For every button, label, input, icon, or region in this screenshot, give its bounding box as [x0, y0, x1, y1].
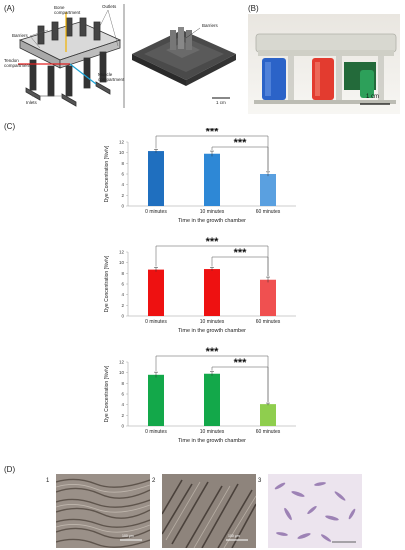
- panel-label-b: (B): [248, 4, 259, 13]
- bar: [204, 153, 220, 206]
- scale-label-d2: 100 μm: [228, 534, 240, 538]
- y-tick-label: 6: [121, 282, 124, 287]
- x-tick-label: 0 minutes: [145, 319, 167, 325]
- x-tick-label: 60 minutes: [256, 209, 281, 215]
- bar: [148, 374, 164, 426]
- y-tick-label: 2: [121, 193, 124, 198]
- y-tick-label: 10: [119, 260, 125, 265]
- callout-tendon: Tendon compartment: [4, 58, 31, 68]
- scale-label-a: 1 cm: [216, 100, 226, 105]
- scale-label-d1: 100 μm: [122, 534, 134, 538]
- y-tick-label: 12: [119, 140, 125, 145]
- y-tick-label: 8: [121, 161, 124, 166]
- y-tick-label: 6: [121, 172, 124, 177]
- scale-label-b: 1 cm: [366, 94, 380, 100]
- x-tick-label: 60 minutes: [256, 319, 281, 325]
- bar: [260, 279, 276, 316]
- x-tick-label: 0 minutes: [145, 209, 167, 215]
- callout-barriers: Barriers: [12, 33, 28, 38]
- y-tick-label: 12: [119, 250, 125, 255]
- x-tick-label: 10 minutes: [200, 319, 225, 325]
- sig-stars: ***: [234, 357, 248, 369]
- bar: [148, 269, 164, 316]
- sig-stars: ***: [206, 236, 220, 248]
- panel-b-photo: 1 cm: [248, 14, 400, 114]
- micro-num-2: 2: [152, 478, 156, 484]
- callout-outlets: Outlets: [102, 4, 117, 9]
- y-tick-label: 8: [121, 271, 124, 276]
- sig-stars: ***: [234, 137, 248, 149]
- bar: [260, 404, 276, 426]
- y-tick-label: 0: [121, 424, 124, 429]
- bar: [148, 151, 164, 206]
- callout-bone: Bone compartment: [54, 5, 81, 15]
- fiber-texture-2: [162, 474, 256, 548]
- x-tick-label: 10 minutes: [200, 209, 225, 215]
- y-axis-label: Dye Concentration [%v/v]: [104, 365, 110, 422]
- y-tick-label: 2: [121, 303, 124, 308]
- callout-muscle: Muscle compartment: [98, 72, 125, 82]
- callout-barriers-right: Barriers: [202, 23, 218, 28]
- bar: [204, 269, 220, 316]
- sig-stars: ***: [206, 346, 220, 358]
- y-axis-label: Dye Concentration [%v/v]: [104, 145, 110, 202]
- y-tick-label: 4: [121, 182, 124, 187]
- micro-image-1: 100 μm: [56, 474, 150, 548]
- x-tick-label: 0 minutes: [145, 429, 167, 435]
- y-tick-label: 4: [121, 292, 124, 297]
- x-axis-label: Time in the growth chamber: [178, 438, 246, 444]
- micro-image-2: 100 μm: [162, 474, 256, 548]
- callout-inlets: Inlets: [26, 100, 37, 105]
- cell-stain-image: [268, 474, 362, 548]
- y-tick-label: 4: [121, 402, 124, 407]
- fiber-texture-1: [56, 474, 150, 548]
- y-axis-label: Dye Concentration [%v/v]: [104, 255, 110, 312]
- micro-num-1: 1: [46, 478, 50, 484]
- micro-image-3: [268, 474, 362, 548]
- panel-label-d: (D): [4, 465, 16, 474]
- sig-stars: ***: [234, 247, 248, 259]
- y-tick-label: 12: [119, 360, 125, 365]
- bar: [260, 174, 276, 206]
- micro-num-3: 3: [258, 478, 262, 484]
- panel-d: 1 2 3 100 μm: [0, 470, 405, 550]
- y-tick-label: 0: [121, 314, 124, 319]
- y-tick-label: 10: [119, 150, 125, 155]
- panel-label-c: (C): [4, 122, 16, 131]
- x-axis-label: Time in the growth chamber: [178, 328, 246, 334]
- x-tick-label: 60 minutes: [256, 429, 281, 435]
- y-tick-label: 2: [121, 413, 124, 418]
- cad-device-drawing: [18, 4, 236, 108]
- x-tick-label: 10 minutes: [200, 429, 225, 435]
- panel-a: Bone compartment Outlets Barriers Tendon…: [0, 0, 240, 115]
- sig-stars: ***: [206, 128, 220, 138]
- bar: [204, 373, 220, 426]
- y-tick-label: 6: [121, 392, 124, 397]
- y-tick-label: 10: [119, 370, 125, 375]
- x-axis-label: Time in the growth chamber: [178, 218, 246, 224]
- y-tick-label: 0: [121, 204, 124, 209]
- device-photo: [248, 14, 400, 114]
- panel-label-a: (A): [4, 4, 15, 13]
- panel-c-charts: 0 2 4 6 8 10 12 Dye Concentration [%v/v] 0 minut…: [104, 128, 296, 444]
- y-tick-label: 8: [121, 381, 124, 386]
